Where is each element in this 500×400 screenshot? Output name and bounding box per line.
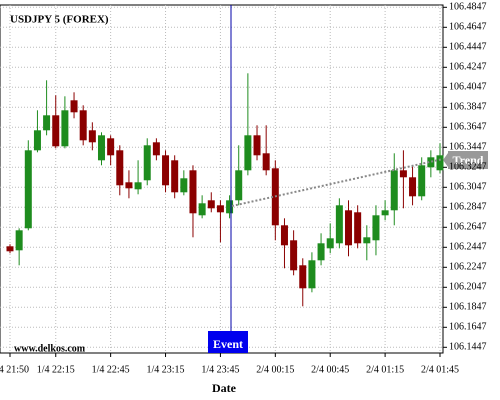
plot-frame: [0, 4, 444, 354]
candle-body: [24, 150, 32, 229]
candle-body: [189, 170, 197, 214]
candle-body: [253, 135, 261, 156]
x-tick-label: 1/4 23:15: [147, 364, 185, 375]
y-tick-label: 106.3047: [449, 182, 487, 193]
candle-body: [390, 170, 398, 211]
trend-pointer: [443, 153, 448, 167]
candle-body: [354, 212, 362, 244]
y-tick-label: 106.4247: [449, 62, 487, 73]
y-tick-label: 106.4647: [449, 22, 487, 33]
x-tick-label: 1/4 21:50: [0, 364, 29, 375]
y-tick-label: 106.4847: [449, 2, 487, 13]
candle-body: [33, 130, 41, 151]
candle-body: [180, 178, 188, 193]
candle-body: [226, 200, 234, 214]
candle-body: [143, 145, 151, 181]
candle-body: [134, 182, 142, 190]
candle-body: [427, 157, 435, 168]
candle-body: [6, 246, 14, 252]
trend-box: [448, 151, 488, 169]
candle-body: [418, 165, 426, 197]
candle-body: [244, 135, 252, 171]
trend-line: [231, 158, 444, 207]
candle-body: [61, 110, 69, 147]
candle-body: [317, 243, 325, 261]
candle-body: [116, 150, 124, 186]
y-tick-label: 106.2447: [449, 242, 487, 253]
candle-body: [381, 210, 389, 216]
candle-body: [235, 170, 243, 201]
candle-body: [308, 260, 316, 289]
candle-body: [335, 205, 343, 244]
y-tick-label: 106.3447: [449, 142, 487, 153]
x-tick-label: 2/4 01:45: [421, 364, 459, 375]
y-tick-label: 106.3247: [449, 162, 487, 173]
x-axis-title: Date: [212, 381, 237, 395]
candle-body: [372, 215, 380, 241]
candle-body: [97, 135, 105, 161]
candle-body: [207, 200, 215, 209]
candle-body: [79, 110, 87, 141]
candle-body: [262, 153, 270, 171]
x-tick-label: 2/4 00:45: [311, 364, 349, 375]
candle-body: [162, 155, 170, 186]
candles: [6, 73, 444, 307]
candle-body: [52, 115, 60, 147]
x-tick-label: 1/4 22:45: [92, 364, 130, 375]
y-tick-label: 106.4047: [449, 82, 487, 93]
watermark: www.delkos.com: [14, 343, 86, 354]
candle-body: [152, 142, 160, 156]
candle-body: [171, 160, 179, 193]
candle-body: [198, 203, 206, 216]
candle-body: [88, 130, 96, 143]
event-box: [208, 331, 248, 353]
y-tick-label: 106.1647: [449, 322, 487, 333]
chart-title: USDJPY 5 (FOREX): [10, 14, 109, 26]
candle-body: [107, 138, 115, 156]
y-tick-label: 106.2847: [449, 202, 487, 213]
candle-body: [43, 115, 51, 131]
y-tick-label: 106.1447: [449, 342, 487, 353]
x-tick-label: 1/4 23:45: [201, 364, 239, 375]
y-tick-label: 106.2047: [449, 282, 487, 293]
candle-body: [363, 237, 371, 244]
y-tick-label: 106.3647: [449, 122, 487, 133]
candle-body: [436, 155, 444, 171]
candle-body: [216, 205, 224, 213]
y-tick-label: 106.3847: [449, 102, 487, 113]
candle-body: [70, 100, 78, 113]
y-tick-label: 106.2247: [449, 262, 487, 273]
trend-label: Trend: [453, 153, 484, 167]
candle-body: [125, 182, 133, 189]
candle-body: [290, 240, 298, 271]
candle-body: [15, 230, 23, 251]
y-tick-label: 106.2647: [449, 222, 487, 233]
y-tick-label: 106.4447: [449, 42, 487, 53]
candle-body: [299, 265, 307, 289]
x-tick-label: 1/4 22:15: [37, 364, 75, 375]
y-tick-label: 106.1847: [449, 302, 487, 313]
event-label: Event: [213, 337, 243, 351]
x-tick-label: 2/4 00:15: [256, 364, 294, 375]
candle-body: [326, 238, 334, 249]
x-tick-label: 2/4 01:15: [366, 364, 404, 375]
grid: [0, 5, 443, 353]
candle-body: [409, 177, 417, 197]
candle-body: [399, 170, 407, 178]
candle-body: [280, 225, 288, 246]
candle-body: [345, 210, 353, 246]
